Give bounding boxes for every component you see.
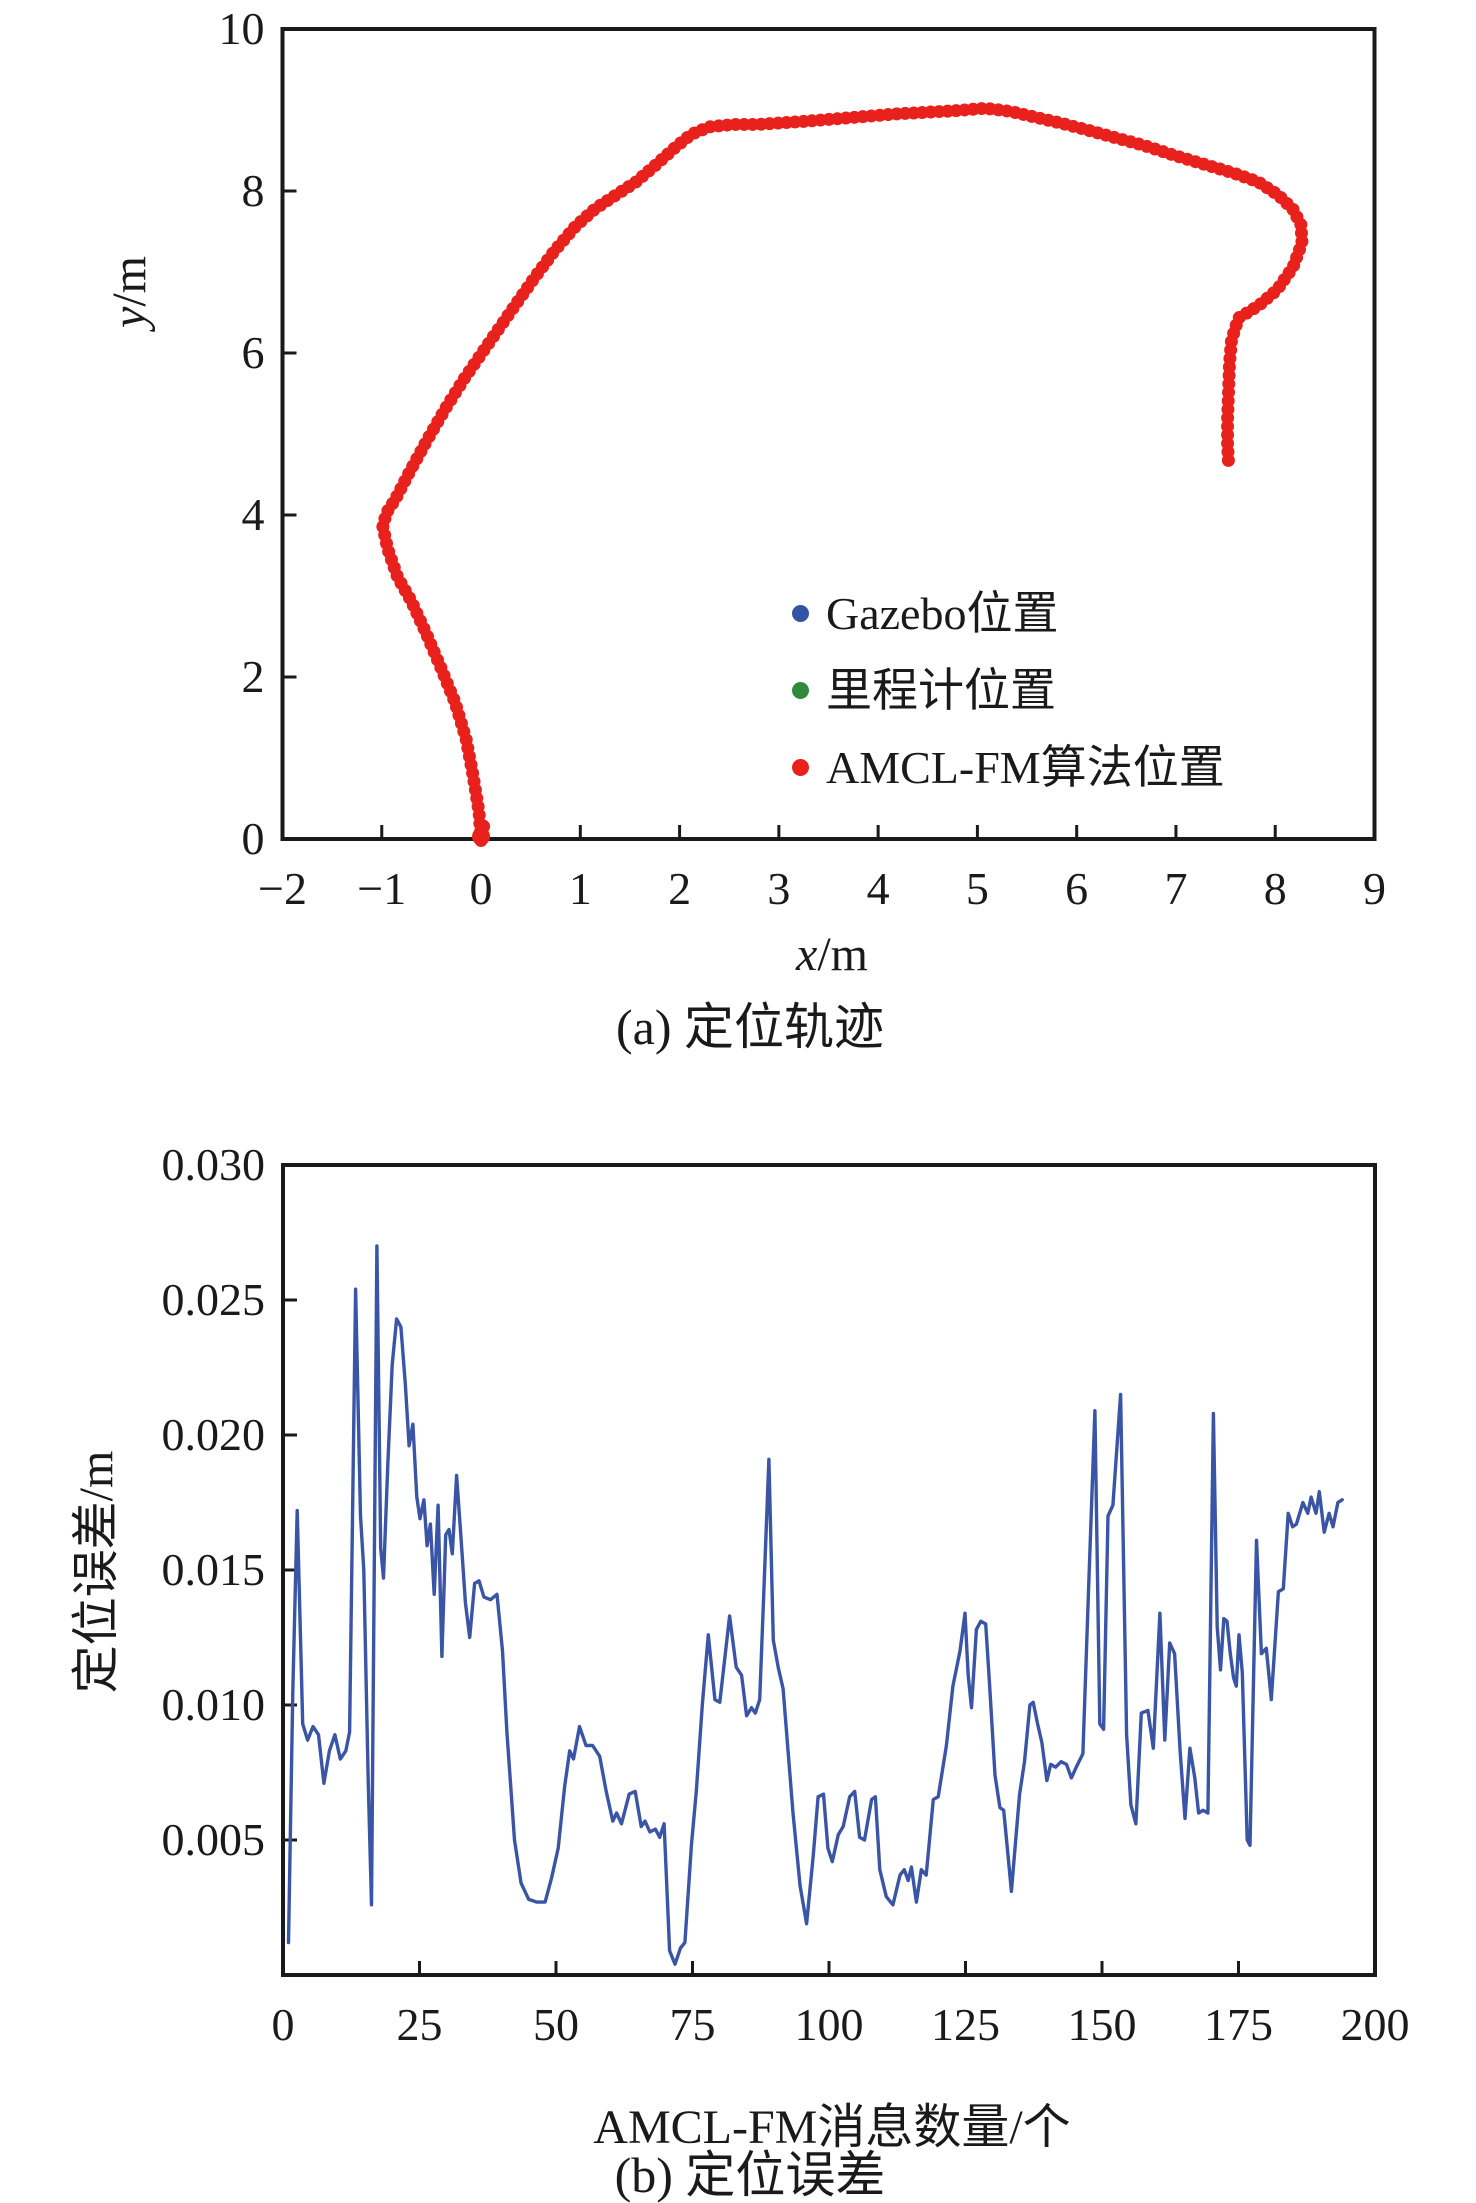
chart-a-x-tick-label: 4 bbox=[866, 863, 890, 914]
trajectory-legend: Gazebo位置 里程计位置 AMCL-FM算法位置 bbox=[792, 575, 1225, 806]
chart-b-x-tick-label: 175 bbox=[1204, 1999, 1273, 2050]
amcl-dot-icon bbox=[792, 759, 809, 776]
gazebo-dot-icon bbox=[792, 605, 809, 622]
chart-a-y-tick-label: 0 bbox=[241, 813, 265, 864]
chart-a-y-tick-label: 8 bbox=[241, 165, 265, 216]
chart-a-x-tick-label: 6 bbox=[1065, 863, 1089, 914]
chart-a-x-tick-label: 9 bbox=[1363, 863, 1386, 914]
chart-b-y-tick-label: 0.020 bbox=[161, 1409, 266, 1460]
chart-b-y-tick-label: 0.015 bbox=[161, 1544, 266, 1595]
legend-label-amcl: AMCL-FM算法位置 bbox=[826, 741, 1225, 793]
chart-a-frame bbox=[280, 27, 1377, 841]
chart-a-y-axis-label: y/m bbox=[103, 256, 156, 328]
chart-b-x-axis-label: AMCL-FM消息数量/个 bbox=[593, 2101, 1071, 2154]
legend-item-amcl: AMCL-FM算法位置 bbox=[792, 729, 1225, 806]
chart-a-x-tick-label: −2 bbox=[258, 863, 307, 914]
chart-a-x-tick-label: 3 bbox=[767, 863, 791, 914]
odometry-dot-icon bbox=[792, 682, 809, 699]
chart-b-y-tick-label: 0.010 bbox=[161, 1679, 266, 1730]
chart-a-y-tick-label: 6 bbox=[241, 327, 265, 378]
chart-b-x-tick-label: 50 bbox=[533, 1999, 579, 2050]
chart-b-caption: (b) 定位误差 bbox=[614, 2147, 886, 2203]
legend-label-odometry: 里程计位置 bbox=[826, 664, 1056, 716]
chart-a-y-tick-label: 4 bbox=[241, 489, 265, 540]
chart-b-x-tick-label: 75 bbox=[669, 1999, 716, 2050]
chart-b-x-tick-label: 100 bbox=[794, 1999, 864, 2050]
legend-label-gazebo: Gazebo位置 bbox=[826, 587, 1059, 639]
chart-a-y-tick-label: 10 bbox=[218, 3, 265, 54]
chart-a-y-tick-label: 2 bbox=[241, 651, 265, 702]
chart-a-x-axis-label: x/m bbox=[796, 928, 868, 981]
chart-b-x-tick-label: 125 bbox=[931, 1999, 1000, 2050]
chart-b-y-axis-label: 定位误差/m bbox=[70, 1450, 123, 1694]
chart-a-caption: (a) 定位轨迹 bbox=[616, 999, 884, 1055]
chart-a-x-tick-label: 1 bbox=[568, 863, 592, 914]
chart-b-y-tick-label: 0.005 bbox=[161, 1814, 266, 1865]
chart-a-x-tick-label: −1 bbox=[357, 863, 407, 914]
chart-a-x-tick-label: 5 bbox=[965, 863, 989, 914]
chart-a-x-tick-label: 2 bbox=[668, 863, 692, 914]
chart-b-y-tick-label: 0.030 bbox=[161, 1139, 266, 1190]
chart-a-x-tick-label: 8 bbox=[1263, 863, 1287, 914]
chart-a-x-tick-label: 0 bbox=[469, 863, 493, 914]
chart-b-x-tick-label: 25 bbox=[396, 1999, 443, 2050]
legend-item-odometry: 里程计位置 bbox=[792, 652, 1225, 729]
chart-b-x-tick-label: 0 bbox=[271, 1999, 295, 2050]
legend-item-gazebo: Gazebo位置 bbox=[792, 575, 1225, 652]
chart-a-x-tick-label: 7 bbox=[1164, 863, 1188, 914]
chart-b-x-tick-label: 200 bbox=[1340, 1999, 1410, 2050]
chart-b-y-tick-label: 0.025 bbox=[161, 1274, 266, 1325]
chart-b-x-tick-label: 150 bbox=[1067, 1999, 1137, 2050]
